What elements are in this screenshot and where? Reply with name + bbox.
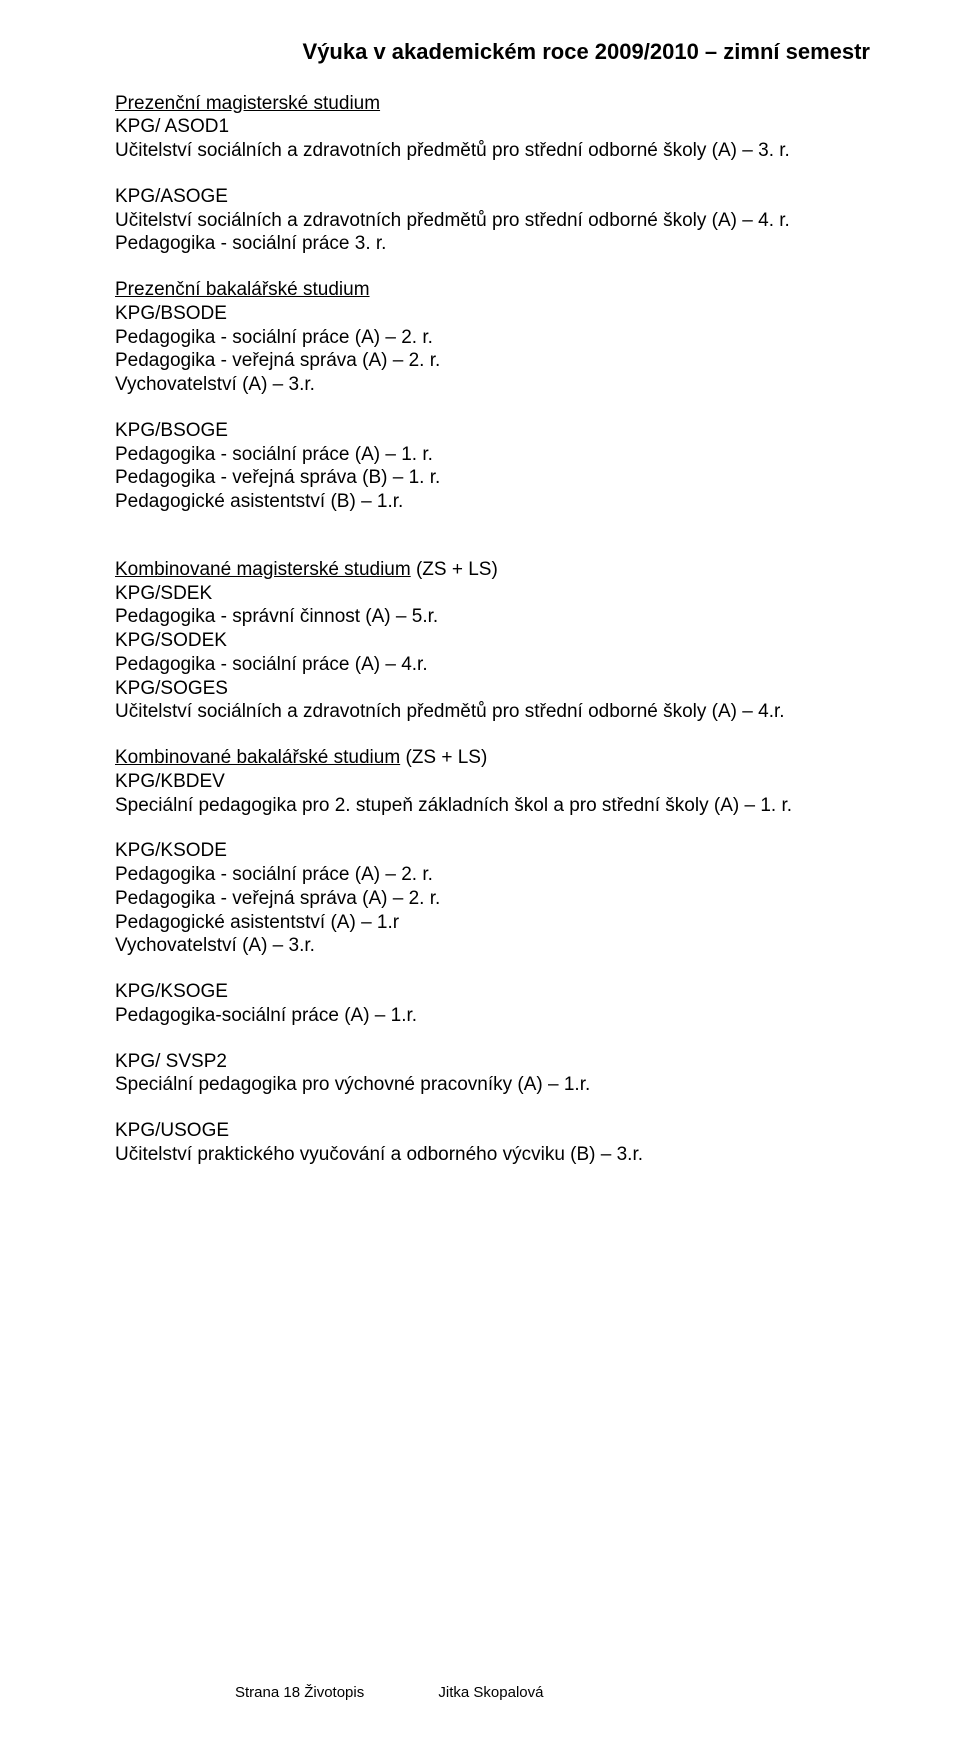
line: Pedagogické asistentství (B) – 1.r. [115,490,870,514]
section-ksode: KPG/KSODE Pedagogika - sociální práce (A… [115,839,870,958]
line: KPG/SOGES [115,677,870,701]
section-bsoge: KPG/BSOGE Pedagogika - sociální práce (A… [115,419,870,514]
line: KPG/BSOGE [115,419,870,443]
section-asoge: KPG/ASOGE Učitelství sociálních a zdravo… [115,185,870,256]
line: Pedagogika - sociální práce 3. r. [115,232,870,256]
page-footer: Strana 18 Životopis Jitka Skopalová [235,1684,543,1703]
section-title: Prezenční bakalářské studium [115,279,370,300]
line: Pedagogické asistentství (A) – 1.r [115,911,870,935]
line: Učitelství sociálních a zdravotních před… [115,139,870,163]
line: Vychovatelství (A) – 3.r. [115,934,870,958]
line: KPG/KSOGE [115,980,870,1004]
section-title: Kombinované magisterské studium [115,559,411,580]
line: Pedagogika - veřejná správa (B) – 1. r. [115,466,870,490]
page: Výuka v akademickém roce 2009/2010 – zim… [0,0,960,1763]
page-header: Výuka v akademickém roce 2009/2010 – zim… [115,38,870,66]
section-kombinovane-magisterske: Kombinované magisterské studium (ZS + LS… [115,558,870,724]
line: Pedagogika - sociální práce (A) – 2. r. [115,326,870,350]
line: Pedagogika - sociální práce (A) – 4.r. [115,653,870,677]
line: KPG/BSODE [115,302,870,326]
line: Pedagogika - sociální práce (A) – 1. r. [115,443,870,467]
line: Pedagogika - sociální práce (A) – 2. r. [115,863,870,887]
line: KPG/SODEK [115,629,870,653]
section-title-suffix: (ZS + LS) [400,747,487,768]
line: KPG/SDEK [115,582,870,606]
line: Vychovatelství (A) – 3.r. [115,373,870,397]
line: Speciální pedagogika pro výchovné pracov… [115,1073,870,1097]
footer-right: Jitka Skopalová [438,1684,543,1703]
line: Učitelství praktického vyučování a odbor… [115,1143,870,1167]
line: Pedagogika - správní činnost (A) – 5.r. [115,605,870,629]
footer-left: Strana 18 Životopis [235,1684,364,1701]
line: Speciální pedagogika pro 2. stupeň zákla… [115,794,870,818]
line: Pedagogika - veřejná správa (A) – 2. r. [115,349,870,373]
line: KPG/USOGE [115,1119,870,1143]
section-title: Prezenční magisterské studium [115,93,380,114]
line: Učitelství sociálních a zdravotních před… [115,700,870,724]
section-svsp2: KPG/ SVSP2 Speciální pedagogika pro vých… [115,1050,870,1098]
line: KPG/ ASOD1 [115,115,870,139]
line: KPG/KSODE [115,839,870,863]
line: KPG/KBDEV [115,770,870,794]
line: Pedagogika-sociální práce (A) – 1.r. [115,1004,870,1028]
line: Učitelství sociálních a zdravotních před… [115,209,870,233]
line: KPG/ASOGE [115,185,870,209]
line: Pedagogika - veřejná správa (A) – 2. r. [115,887,870,911]
section-title: Kombinované bakalářské studium [115,747,400,768]
section-ksoge: KPG/KSOGE Pedagogika-sociální práce (A) … [115,980,870,1028]
section-usoge: KPG/USOGE Učitelství praktického vyučová… [115,1119,870,1167]
section-prezencni-bakalarske: Prezenční bakalářské studium KPG/BSODE P… [115,278,870,397]
section-prezencni-magisterske: Prezenční magisterské studium KPG/ ASOD1… [115,92,870,163]
line: KPG/ SVSP2 [115,1050,870,1074]
section-title-suffix: (ZS + LS) [411,559,498,580]
section-kombinovane-bakalarske: Kombinované bakalářské studium (ZS + LS)… [115,746,870,817]
